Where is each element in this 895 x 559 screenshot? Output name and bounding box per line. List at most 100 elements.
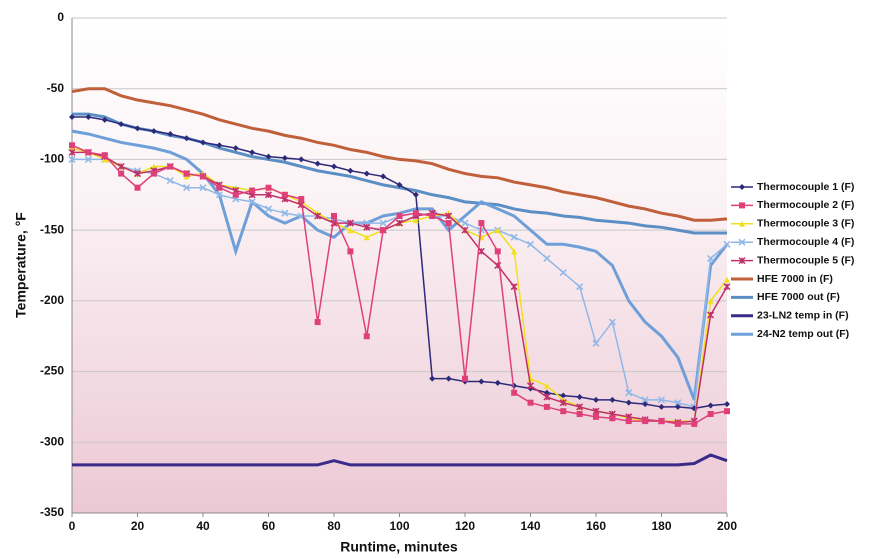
x-tick-label: 140 [520,519,540,533]
marker [183,135,190,142]
marker [133,170,142,178]
marker [707,411,714,417]
marker [724,401,730,408]
x-tick-label: 0 [69,519,76,533]
marker [739,184,745,190]
marker [347,167,354,174]
marker [200,173,206,180]
marker [576,283,584,291]
y-tick-label: -50 [47,81,65,95]
marker [462,375,468,382]
marker [85,114,92,120]
marker [84,155,92,163]
marker [738,257,746,265]
marker [674,403,681,410]
marker [412,210,419,217]
marker [200,139,206,146]
marker [183,184,191,192]
marker [117,162,125,171]
x-tick-label: 180 [651,519,671,533]
marker [707,254,715,262]
marker [363,223,371,231]
x-tick-label: 200 [717,519,737,533]
marker [396,213,403,219]
x-tick-label: 60 [262,519,276,533]
grid: 0 -50 -100 -150 -200 -250 -300 -350 0 20 40 60 80 100… [40,10,737,533]
marker [642,418,649,425]
marker [592,407,600,415]
marker [511,248,518,255]
marker [724,408,730,415]
marker [461,226,469,234]
marker [347,248,354,255]
marker [461,219,469,227]
marker [526,382,535,390]
marker [477,247,485,255]
marker [526,240,535,248]
marker [232,191,239,198]
marker [576,411,583,417]
marker [166,177,174,185]
marker [101,116,108,123]
marker [691,420,698,427]
line [71,87,728,222]
series [69,142,730,427]
marker [445,220,452,227]
marker [543,254,551,262]
marker [559,269,567,277]
marker [363,234,370,241]
marker [560,392,567,399]
marker [527,399,534,406]
marker [150,163,157,170]
marker [134,184,141,191]
marker [543,403,550,410]
marker [723,240,731,248]
marker [380,173,387,180]
marker [167,130,174,137]
marker [331,163,337,170]
marker [150,128,157,135]
marker [494,379,501,386]
legend-label: Thermocouple 4 (F) [757,236,854,248]
legend-label: 23-LN2 temp in (F) [757,310,849,322]
marker [232,145,239,152]
marker [118,121,125,128]
marker [576,394,583,401]
marker [68,155,76,163]
marker [248,198,256,206]
marker [379,219,387,227]
series [69,114,730,412]
marker [445,212,453,220]
marker [642,401,649,408]
marker [625,418,632,425]
marker [445,375,452,382]
y-axis-title: Temperature, °F [13,212,29,318]
marker [494,248,501,255]
marker [478,220,485,227]
legend-label: HFE 7000 out (F) [757,291,840,303]
legend-label: Thermocouple 5 (F) [757,254,854,266]
y-tick-label: -300 [40,434,64,448]
marker [265,184,272,191]
marker [494,227,501,234]
marker [560,408,567,415]
marker [576,403,584,411]
marker [265,153,272,160]
plot-area [72,18,727,513]
marker [183,170,190,177]
marker [658,403,665,410]
marker [707,297,714,304]
marker [298,196,305,203]
marker [281,191,288,198]
marker [380,227,387,234]
marker [543,382,550,389]
marker [298,156,305,163]
marker [85,149,92,156]
marker [199,184,207,192]
y-tick-label: -350 [40,505,64,519]
marker [657,396,666,404]
legend-label: Thermocouple 1 (F) [757,181,854,193]
marker [134,125,141,132]
marker [674,420,681,427]
